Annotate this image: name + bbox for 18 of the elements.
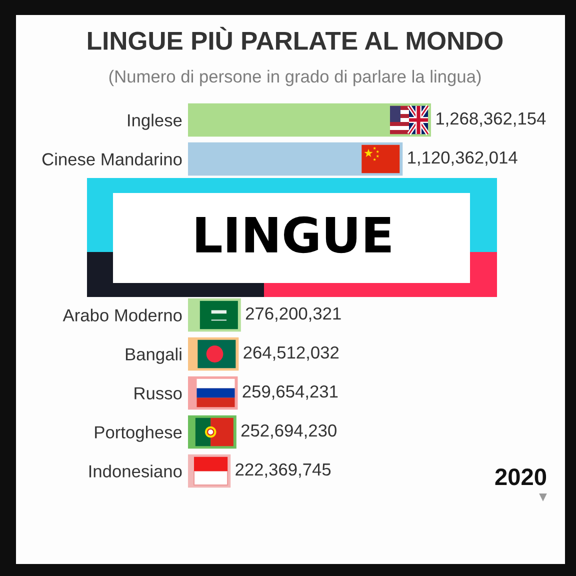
text: 2020 <box>495 468 546 486</box>
data-label: 264,512,032 <box>244 346 339 361</box>
chart-subtitle: (Numero di persone in grado di parlare la lingua) <box>109 70 481 86</box>
y-tick-label: Portoghese <box>95 426 182 442</box>
chart-title: LINGUE PIÙ PARLATE AL MONDO <box>88 26 503 50</box>
y-tick-label: Arabo Moderno <box>62 308 182 322</box>
y-tick-label: Cinese Mandarino <box>42 152 182 166</box>
annotation: LINGUE <box>196 216 391 254</box>
data-label: 252,694,230 <box>241 424 336 439</box>
data-label: 1,120,362,014 <box>408 151 518 166</box>
y-tick-label: Indonesiano <box>89 464 182 478</box>
y-tick-label: Russo <box>134 387 182 400</box>
data-label: 259,654,231 <box>242 385 338 400</box>
data-label: 1,268,362,154 <box>436 112 546 127</box>
data-label: 276,200,321 <box>246 307 341 322</box>
y-tick-label: Bangali <box>126 348 182 364</box>
data-label: 222,369,745 <box>236 463 331 478</box>
y-tick-label: Inglese <box>128 114 182 130</box>
